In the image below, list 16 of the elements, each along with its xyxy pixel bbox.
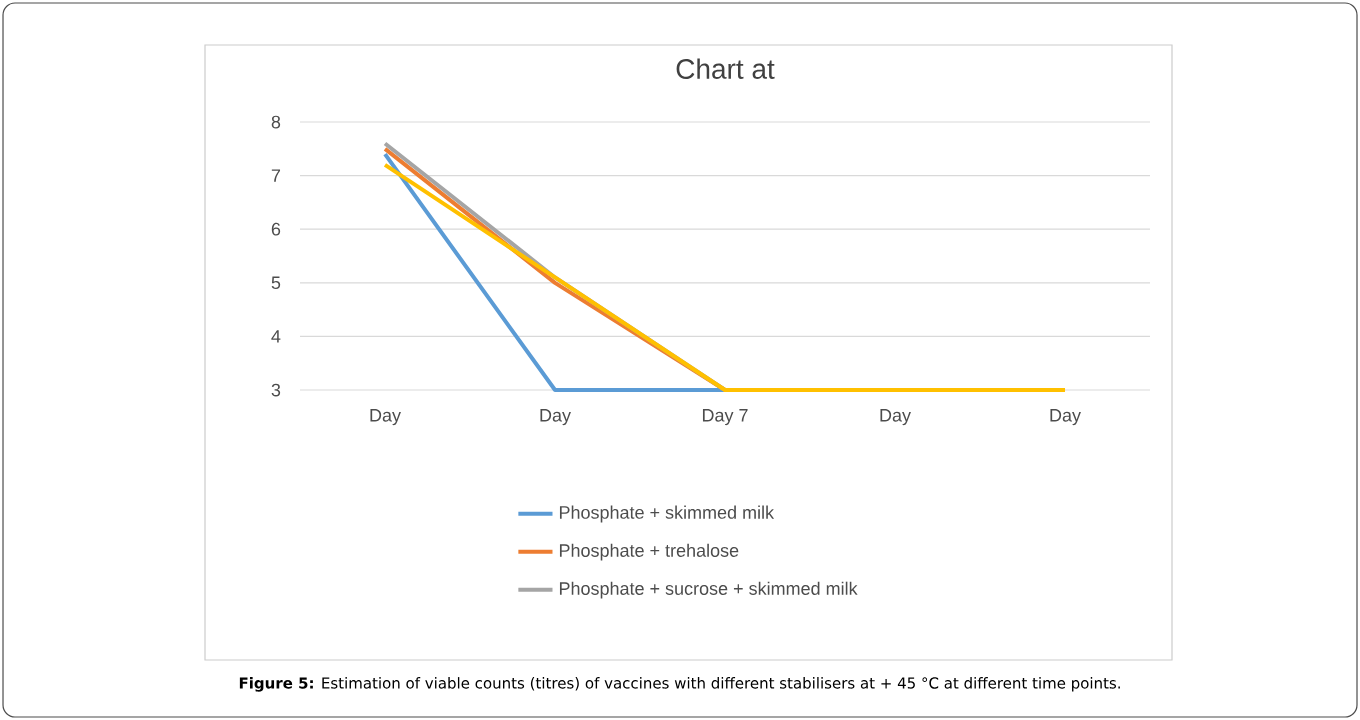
y-tick-label: 7	[271, 169, 281, 182]
chart-title: Chart at	[676, 58, 775, 79]
x-tick-label: Day	[1050, 409, 1081, 426]
x-tick-label: Day	[880, 409, 911, 426]
text: Figure 5: Estimation of viable counts (titres) of vaccines with different stabilisers at + 45 °C at different time points.	[239, 677, 1120, 692]
x-tick-label: Day 7	[702, 409, 748, 426]
y-tick-label: 3	[271, 383, 281, 397]
x-tick-label: Day	[540, 409, 571, 426]
x-tick-label: Day	[370, 409, 401, 426]
legend-label: Phosphate + sucrose + skimmed milk	[559, 581, 858, 599]
y-tick-label: 6	[271, 222, 281, 236]
y-tick-label: 5	[271, 276, 281, 290]
y-tick-label: 4	[271, 330, 281, 343]
legend-label: Phosphate + trehalose	[559, 543, 739, 561]
y-tick-label: 8	[271, 115, 281, 129]
legend-label: Phosphate + skimmed milk	[559, 505, 775, 523]
